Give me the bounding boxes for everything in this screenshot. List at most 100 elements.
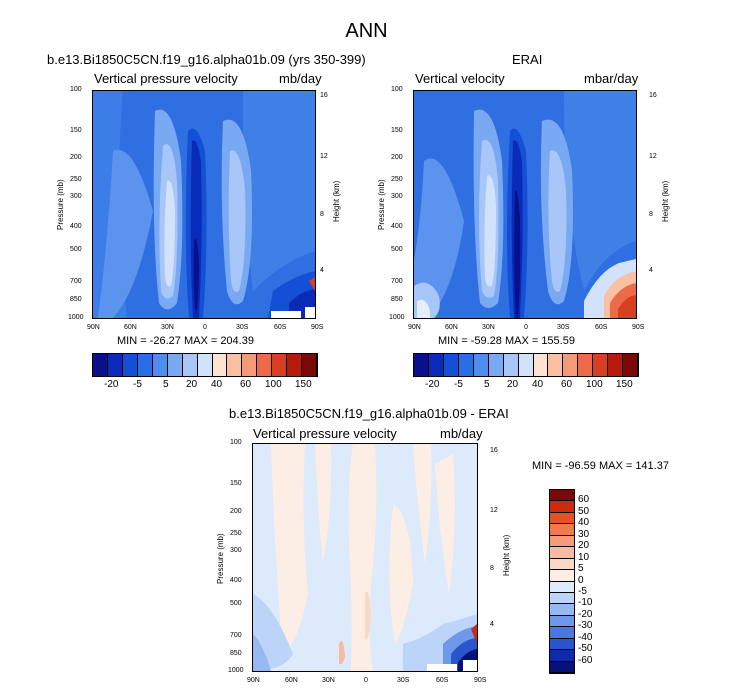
panel-diff-plot [252,443,478,672]
y2tick-label: 12 [320,153,328,160]
colorbar-swatch [93,354,108,376]
colorbar-swatch [182,354,198,376]
y2tick-label: 12 [490,507,498,514]
panel-obs-case-title: ERAI [512,52,543,67]
colorbar-label: 5 [163,379,169,390]
colorbar-label: -50 [578,643,593,655]
colorbar-swatch [608,354,624,376]
colorbar-label: -60 [578,654,593,666]
colorbar-swatch [550,512,574,525]
y2tick-label: 16 [490,447,498,454]
y2tick-label: 12 [649,153,657,160]
colorbar-label: -20 [104,379,119,390]
colorbar-swatch [428,354,444,376]
colorbar-label: 5 [484,379,490,390]
colorbar-swatch [272,354,288,376]
panel-model-colorbar [92,353,318,377]
panel-model-y2label: Height (km) [332,180,341,222]
xtick-label: 30S [397,677,410,684]
ytick-label: 700 [230,632,242,639]
colorbar-label: -10 [578,597,593,609]
xtick-label: 90N [408,324,421,331]
xtick-label: 90S [474,677,487,684]
colorbar-label: 100 [265,379,282,390]
ytick-label: 250 [391,176,403,183]
xtick-label: 30N [322,677,335,684]
colorbar-label: 50 [578,505,590,517]
panel-obs-units: mbar/day [584,71,639,86]
panel-obs-left-title: Vertical velocity [415,71,505,86]
panel-obs-colorbar [413,353,639,377]
xtick-label: 30N [161,324,174,331]
colorbar-swatch [533,354,549,376]
colorbar-swatch [550,535,574,548]
xtick-label: 60S [274,324,287,331]
y2tick-label: 4 [649,267,653,274]
colorbar-swatch [548,354,564,376]
xtick-label: 60N [124,324,137,331]
ytick-label: 150 [391,127,403,134]
colorbar-swatch [550,650,574,662]
colorbar-swatch [563,354,579,376]
colorbar-label: 40 [532,379,544,390]
panel-diff-y2label: Height (km) [502,534,511,576]
colorbar-label: 40 [211,379,223,390]
panel-obs-contour [414,91,636,318]
xtick-label: 90N [87,324,100,331]
panel-diff-ylabel: Pressure (mb) [216,533,225,584]
ytick-label: 1000 [389,314,405,321]
colorbar-label: 20 [186,379,198,390]
panel-obs-ylabel: Pressure (mb) [377,179,386,230]
colorbar-swatch [458,354,474,376]
colorbar-swatch [167,354,183,376]
ytick-label: 100 [391,86,403,93]
colorbar-swatch [137,354,153,376]
xtick-label: 60N [445,324,458,331]
xtick-label: 30S [557,324,570,331]
xtick-label: 90S [311,324,324,331]
ytick-label: 300 [230,547,242,554]
colorbar-swatch [302,354,318,376]
ytick-label: 850 [391,296,403,303]
ytick-label: 200 [230,508,242,515]
y2tick-label: 4 [320,267,324,274]
colorbar-label: 40 [578,517,590,529]
ytick-label: 300 [70,193,82,200]
xtick-label: 90N [247,677,260,684]
colorbar-swatch [152,354,168,376]
colorbar-label: 10 [578,551,590,563]
colorbar-label: 100 [586,379,603,390]
y2tick-label: 8 [490,565,494,572]
xtick-label: 30N [482,324,495,331]
colorbar-swatch [197,354,213,376]
ytick-label: 200 [391,154,403,161]
ytick-label: 400 [70,223,82,230]
ytick-label: 500 [391,246,403,253]
colorbar-label: -40 [578,631,593,643]
colorbar-label: -30 [578,620,593,632]
colorbar-label: 60 [561,379,573,390]
xtick-label: 0 [524,324,528,331]
panel-model-contour [93,91,315,318]
colorbar-swatch [242,354,258,376]
colorbar-label: -5 [133,379,142,390]
colorbar-label: -20 [578,608,593,620]
ytick-label: 300 [391,193,403,200]
colorbar-label: 20 [578,540,590,552]
ytick-label: 150 [70,127,82,134]
colorbar-swatch [550,558,574,571]
ytick-label: 250 [230,530,242,537]
colorbar-swatch [550,490,574,502]
colorbar-swatch [550,524,574,536]
colorbar-swatch [227,354,243,376]
colorbar-swatch [473,354,489,376]
panel-model-units: mb/day [279,71,322,86]
panel-obs-y2label: Height (km) [661,180,670,222]
y2tick-label: 8 [320,211,324,218]
colorbar-label: -5 [454,379,463,390]
xtick-label: 0 [203,324,207,331]
ytick-label: 700 [391,278,403,285]
panel-diff-units: mb/day [440,426,483,441]
panel-model-case-title: b.e13.Bi1850C5CN.f19_g16.alpha01b.09 (yr… [47,52,366,67]
panel-model-minmax: MIN = -26.27 MAX = 204.39 [117,335,254,347]
